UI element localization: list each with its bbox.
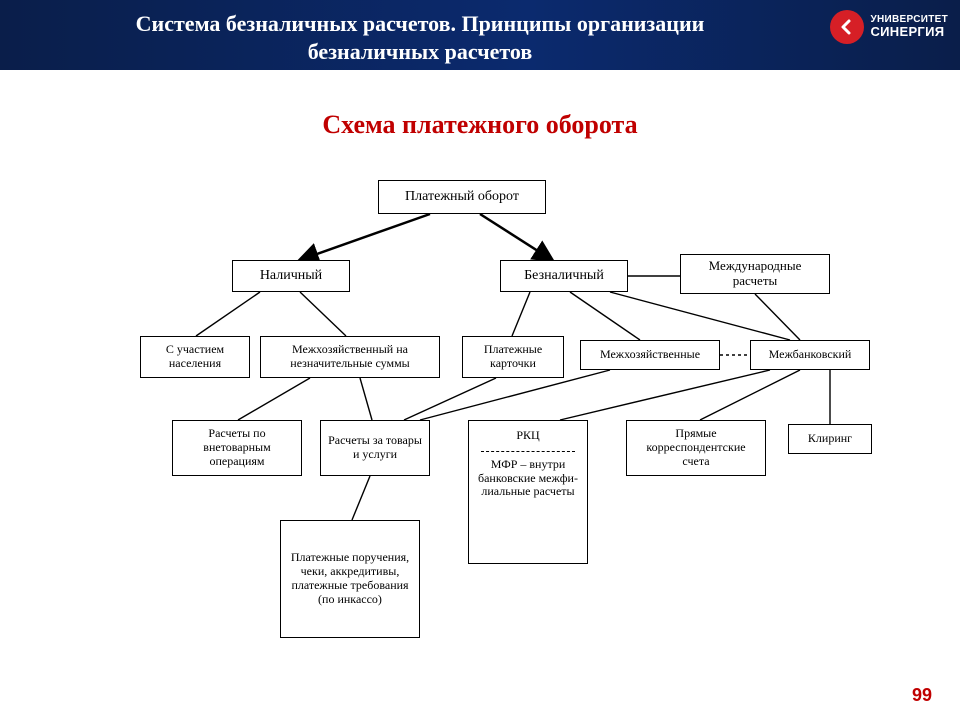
node-interhh_small: Межхозяйственный на незначительные суммы [260, 336, 440, 378]
diagram-canvas: Платежный оборот Наличный Безналичный Между… [0, 0, 960, 720]
node-corr: Прямые корреспондентские счета [626, 420, 766, 476]
node-instruments: Платежные поручения, чеки, аккредитивы, … [280, 520, 420, 638]
node-rkc: РКЦМФР – внутри банковские межфи- лиальн… [468, 420, 588, 564]
node-cash: Наличный [232, 260, 350, 292]
node-interbank: Межбанковский [750, 340, 870, 370]
node-cards: Платежные карточки [462, 336, 564, 378]
node-interhh: Межхозяйственные [580, 340, 720, 370]
node-goods: Расчеты за товары и услуги [320, 420, 430, 476]
node-root: Платежный оборот [378, 180, 546, 214]
node-noncash: Безналичный [500, 260, 628, 292]
node-clearing: Клиринг [788, 424, 872, 454]
node-pop: С участием населения [140, 336, 250, 378]
page-number: 99 [912, 685, 932, 706]
node-nontrade: Расчеты по внетоварным операциям [172, 420, 302, 476]
node-intl: Международные расчеты [680, 254, 830, 294]
